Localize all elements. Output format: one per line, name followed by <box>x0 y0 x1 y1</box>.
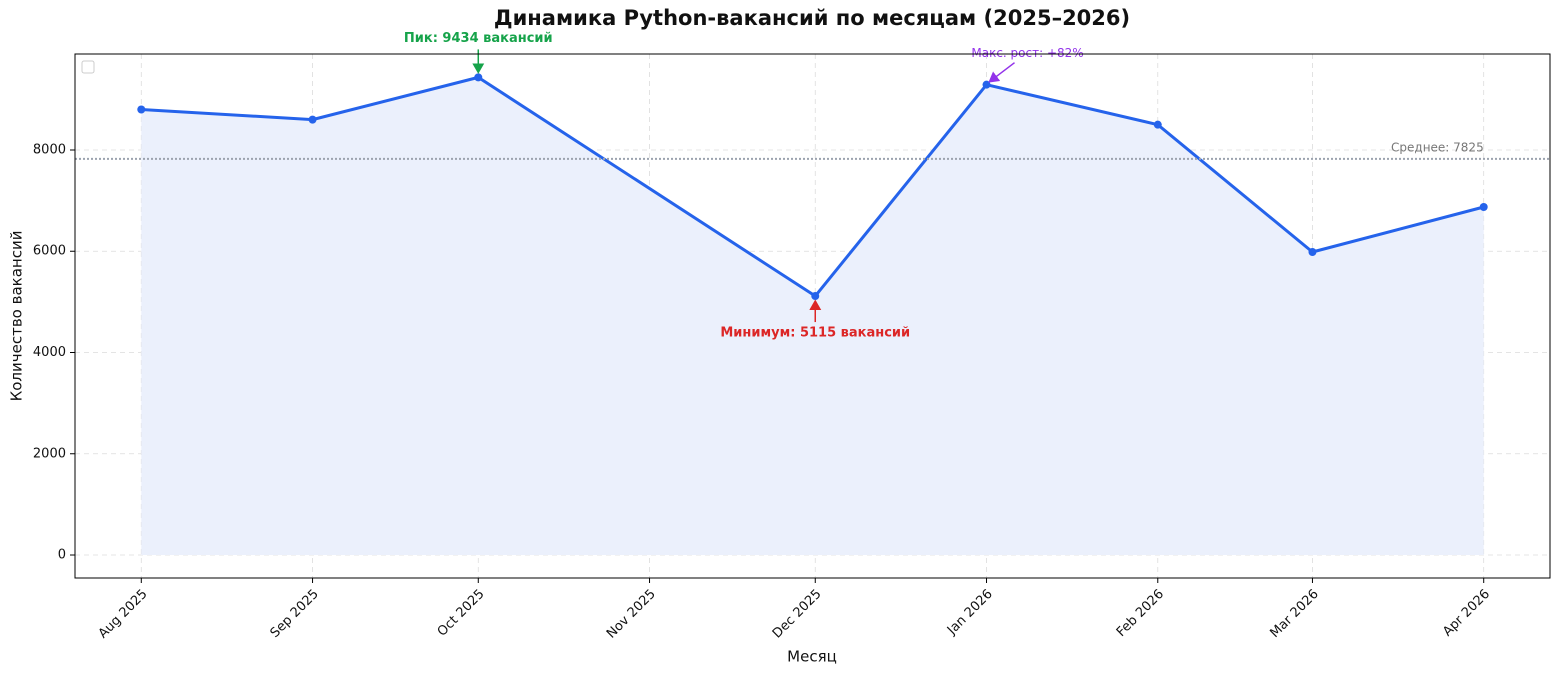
annotation: Минимум: 5115 вакансий <box>720 326 910 341</box>
x-tick-label: Sep 2025 <box>268 587 322 641</box>
y-tick-label: 0 <box>58 548 66 563</box>
point <box>474 73 483 82</box>
x-tick-label: Dec 2025 <box>770 587 825 642</box>
point <box>1479 202 1488 211</box>
annotation: Макс. рост: +82% <box>971 46 1083 60</box>
x-tick-label: Nov 2025 <box>604 587 659 642</box>
point <box>1153 120 1162 129</box>
annotation: Пик: 9434 вакансий <box>404 31 553 46</box>
x-tick-label: Aug 2025 <box>96 587 151 642</box>
legend-box <box>81 60 95 74</box>
x-tick-label: Apr 2026 <box>1440 587 1493 640</box>
chart-title: Динамика Python-вакансий по месяцам (202… <box>494 6 1130 30</box>
x-tick-label: Jan 2026 <box>944 587 996 639</box>
point <box>982 80 991 89</box>
mean-label: Среднее: 7825 <box>1391 140 1484 154</box>
area <box>141 77 1484 556</box>
point <box>811 292 820 301</box>
line <box>141 75 1485 298</box>
y-tick-label: 2000 <box>33 446 66 461</box>
x-tick-label: Mar 2026 <box>1267 587 1321 641</box>
point <box>1308 248 1317 257</box>
x-axis-label: Месяц <box>787 648 837 666</box>
y-tick-label: 8000 <box>33 142 66 157</box>
x-tick-label: Feb 2026 <box>1114 587 1167 640</box>
y-tick-label: 6000 <box>33 244 66 259</box>
x-tick-label: Oct 2025 <box>435 587 488 640</box>
y-tick-label: 4000 <box>33 345 66 360</box>
point <box>137 105 146 114</box>
plot-frame <box>74 53 1551 579</box>
point <box>308 115 317 124</box>
annotation-arrow <box>988 62 1015 83</box>
y-axis-label: Количество вакансий <box>8 231 26 402</box>
